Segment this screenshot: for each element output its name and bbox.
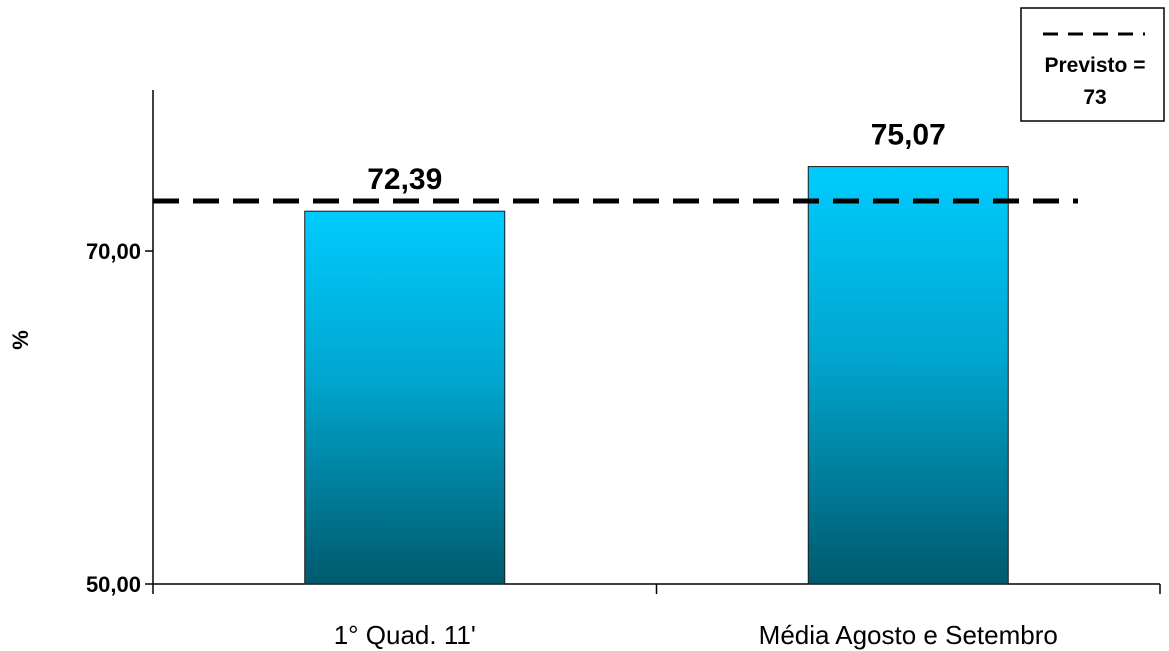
bar <box>807 166 1009 585</box>
y-tick-label: 70,00 <box>86 239 141 264</box>
bar <box>304 210 506 585</box>
legend-text-line1: Previsto = <box>1045 54 1146 77</box>
bar-value-label: 72,39 <box>367 163 442 196</box>
category-label: Média Agosto e Setembro <box>759 620 1058 650</box>
legend-box <box>1020 7 1165 122</box>
category-label: 1° Quad. 11' <box>334 620 476 650</box>
y-axis-label: % <box>8 330 33 350</box>
legend-text-line2: 73 <box>1083 86 1106 109</box>
y-tick-label: 50,00 <box>86 572 141 597</box>
legend: Previsto = 73 <box>1020 7 1165 122</box>
bar-value-label: 75,07 <box>871 119 946 152</box>
